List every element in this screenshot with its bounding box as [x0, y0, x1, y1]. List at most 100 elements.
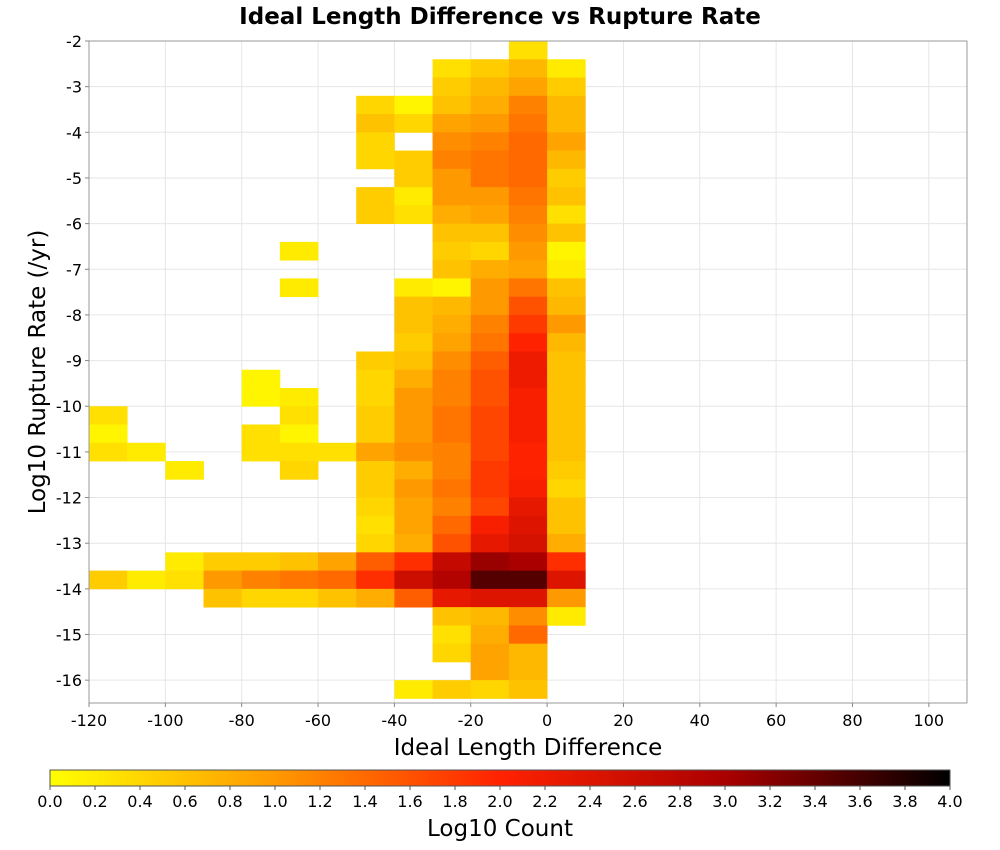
colorbar [49, 769, 951, 787]
heatmap-cell [279, 278, 319, 298]
heatmap-cell [356, 150, 395, 170]
heatmap-cell [508, 461, 548, 480]
heatmap-cell [394, 205, 433, 225]
heatmap-cell [318, 552, 357, 571]
heatmap-cell [508, 515, 548, 535]
heatmap-cell [470, 351, 510, 371]
colorbar-tick-label: 1.0 [262, 792, 287, 811]
heatmap-cell [508, 424, 548, 444]
colorbar-tick-label: 0.2 [82, 792, 107, 811]
heatmap-cell [508, 661, 548, 681]
y-tick-label: -16 [56, 671, 82, 690]
colorbar-tick-label: 1.6 [397, 792, 422, 811]
colorbar-tick-label: 0.4 [127, 792, 152, 811]
heatmap-cell [165, 461, 204, 480]
heatmap-cell [241, 369, 281, 389]
heatmap-cell [470, 278, 510, 298]
heatmap-cell [470, 260, 510, 279]
colorbar-tick-label: 0.8 [217, 792, 242, 811]
heatmap-cell [356, 369, 395, 389]
heatmap-cell [241, 424, 281, 444]
colorbar-tick-label: 0.6 [172, 792, 197, 811]
y-tick-label: -8 [66, 306, 82, 325]
heatmap-cell [470, 534, 510, 553]
heatmap-cell [432, 643, 472, 663]
y-tick-label: -2 [66, 32, 82, 51]
heatmap-cell [394, 680, 433, 699]
heatmap-cell [508, 241, 548, 261]
heatmap-cell [127, 442, 166, 462]
heatmap-cell [432, 515, 472, 535]
heatmap-cell [127, 570, 166, 590]
heatmap-cell [356, 406, 395, 425]
heatmap-cell [508, 278, 548, 298]
heatmap-cell [279, 406, 319, 425]
heatmap-cell [470, 552, 510, 571]
heatmap-cell [547, 296, 586, 316]
heatmap-cell [470, 461, 510, 480]
heatmap-cell [241, 570, 281, 590]
heatmap-cell [394, 570, 433, 590]
heatmap-cell [356, 515, 395, 535]
heatmap-cell [547, 607, 586, 626]
heatmap-cell [547, 534, 586, 553]
heatmap-cell [508, 479, 548, 498]
heatmap-cell [508, 41, 548, 60]
y-axis-label: Log10 Rupture Rate (/yr) [25, 230, 51, 515]
colorbar-tick-label: 3.6 [847, 792, 872, 811]
heatmap-cell [432, 424, 472, 444]
heatmap-cell [394, 114, 433, 133]
heatmap-cell [394, 424, 433, 444]
heatmap-cell [547, 95, 586, 115]
heatmap-cell [470, 241, 510, 261]
plot-frame [88, 40, 968, 704]
heatmap-cell [432, 223, 472, 243]
heatmap-cell [394, 588, 433, 608]
x-axis-ticks: -120 -100 -80 -60 -40 -20 0 20 40 60 80 100 [71, 703, 944, 730]
heatmap-cell [432, 205, 472, 225]
heatmap-cell [432, 59, 472, 78]
heatmap-cell [356, 114, 395, 133]
heatmap-cell [394, 515, 433, 535]
heatmap-cell [318, 442, 357, 462]
heatmap-cell [394, 552, 433, 571]
heatmap-cell [547, 187, 586, 206]
heatmap-cell [432, 95, 472, 115]
heatmap-cell [394, 406, 433, 425]
chart-title: Ideal Length Difference vs Rupture Rate [239, 4, 761, 30]
heatmap-cell [547, 205, 586, 225]
heatmap-cell [547, 260, 586, 279]
heatmap-cell [241, 552, 281, 571]
y-tick-label: -12 [56, 489, 82, 508]
y-tick-label: -11 [56, 443, 82, 462]
heatmap-cell [394, 187, 433, 206]
heatmap-cell [547, 515, 586, 535]
heatmap-cell [394, 351, 433, 371]
heatmap-cell [470, 497, 510, 517]
heatmap-cell [470, 296, 510, 316]
heatmap-cell [470, 387, 510, 407]
colorbar-tick-label: 3.4 [802, 792, 827, 811]
heatmap-cell [508, 643, 548, 663]
heatmap-cell [508, 387, 548, 407]
y-tick-label: -9 [66, 352, 82, 371]
heatmap-cell [470, 406, 510, 425]
heatmap-cell [241, 442, 281, 462]
heatmap-cell [508, 534, 548, 553]
heatmap-cell [470, 625, 510, 645]
heatmap-cell [356, 461, 395, 480]
x-tick-label: 0 [542, 711, 552, 730]
heatmap-cell [547, 59, 586, 78]
heatmap-cell [394, 461, 433, 480]
heatmap-cell [547, 424, 586, 444]
heatmap-cell [470, 95, 510, 115]
heatmap-cell [89, 570, 128, 590]
heatmap-cell [356, 534, 395, 553]
heatmap-cell [432, 369, 472, 389]
colorbar-ticks: 0.0 0.2 0.4 0.6 0.8 1.0 1.2 1.4 1.6 1.8 2.0 2.2 2.4 2… [37, 786, 963, 811]
heatmap-cell [432, 241, 472, 261]
colorbar-tick-label: 1.4 [352, 792, 377, 811]
heatmap-cell [470, 515, 510, 535]
colorbar-tick-label: 2.8 [667, 792, 692, 811]
heatmap-cell [394, 95, 433, 115]
